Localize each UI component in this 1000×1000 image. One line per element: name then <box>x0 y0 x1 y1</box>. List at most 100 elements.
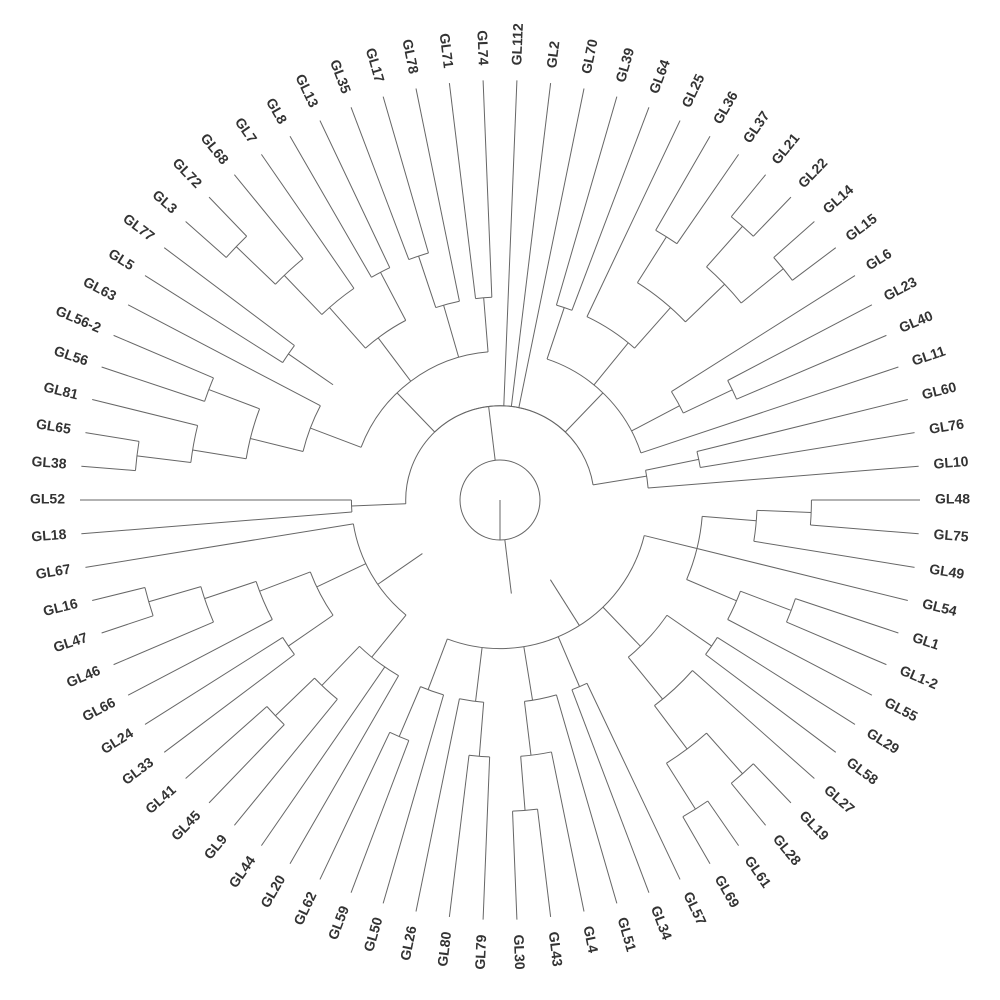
branch <box>505 540 512 594</box>
leaf-label: GL112 <box>508 23 526 66</box>
leaf-label: GL56-2 <box>54 302 104 335</box>
branch <box>283 637 295 654</box>
branch <box>275 678 314 716</box>
branch <box>740 591 791 610</box>
branch <box>484 298 488 352</box>
leaf-label: GL27 <box>821 781 858 816</box>
branch <box>378 338 411 381</box>
branch <box>383 97 428 253</box>
branch <box>372 615 406 657</box>
branch <box>416 699 459 912</box>
branch <box>702 516 756 520</box>
leaf-label: GL44 <box>225 853 258 891</box>
branch <box>205 581 256 598</box>
leaf-label: GL62 <box>290 889 320 928</box>
leaf-label: GL11 <box>910 343 948 369</box>
leaf-label: GL33 <box>119 754 157 788</box>
branch <box>551 752 584 912</box>
branch <box>683 817 710 864</box>
branch <box>731 783 765 825</box>
branch <box>383 695 443 904</box>
branch <box>288 615 333 646</box>
branch <box>556 305 571 310</box>
branch <box>261 667 384 846</box>
branch <box>646 459 699 470</box>
leaf-label: GL1-2 <box>898 662 941 692</box>
branch <box>92 399 197 425</box>
branch <box>459 699 483 702</box>
branch <box>290 136 371 277</box>
leaf-label: GL26 <box>397 924 420 962</box>
leaf-label: GL57 <box>680 889 710 928</box>
branch <box>511 83 550 406</box>
leaf-label: GL34 <box>648 903 675 942</box>
leaf-label: GL64 <box>646 57 673 96</box>
leaf-label: GL51 <box>615 915 640 953</box>
leaf-label: GL50 <box>360 915 385 953</box>
branch <box>371 268 389 278</box>
branch <box>209 390 260 409</box>
leaf-label: GL17 <box>363 46 388 84</box>
branch <box>436 301 460 307</box>
branch <box>795 599 898 633</box>
branch <box>774 257 793 280</box>
branch <box>524 695 556 702</box>
leaf-label: GL76 <box>928 415 965 436</box>
leaf-label: GL68 <box>198 130 233 167</box>
branch <box>397 393 435 432</box>
branch <box>547 359 641 453</box>
branch <box>205 378 214 401</box>
branch <box>757 510 811 512</box>
branch <box>449 83 475 299</box>
leaf-label: GL6 <box>863 245 895 273</box>
branch <box>489 406 496 460</box>
branch <box>399 687 420 737</box>
branch <box>519 88 584 407</box>
leaf-label: GL58 <box>844 754 882 788</box>
branch <box>706 637 718 654</box>
leaf-label: GL72 <box>170 155 206 191</box>
branch <box>149 587 201 602</box>
branch <box>754 541 915 567</box>
branch <box>483 80 492 297</box>
branch <box>85 433 139 442</box>
leaf-label: GL47 <box>51 629 89 655</box>
branch <box>201 587 214 622</box>
branch <box>706 654 836 752</box>
branch <box>677 154 739 243</box>
leaf-label: GL25 <box>678 71 708 110</box>
branch <box>390 732 409 740</box>
branch <box>697 399 908 451</box>
leaf-label: GL41 <box>142 781 179 816</box>
branch <box>646 470 649 488</box>
leaf-label: GL18 <box>31 526 67 545</box>
branch <box>635 308 671 349</box>
leaf-label: GL81 <box>42 378 80 402</box>
branch <box>102 616 153 633</box>
branch <box>685 284 724 322</box>
leaf-label: GL40 <box>897 307 936 336</box>
branch <box>524 701 531 755</box>
leaf-label: GL3 <box>150 187 181 217</box>
leaf-label: GL55 <box>882 694 921 725</box>
leaf-label: GL7 <box>232 114 261 146</box>
branch <box>449 755 469 917</box>
branch <box>419 256 436 307</box>
branch <box>637 283 685 322</box>
branch <box>513 811 517 919</box>
leaf-label: GL74 <box>474 30 491 66</box>
branch <box>128 305 320 406</box>
leaf-label: GL36 <box>709 88 740 127</box>
branch <box>320 121 390 268</box>
branch <box>234 699 337 825</box>
leaf-label: GL20 <box>257 872 288 911</box>
branch <box>593 476 647 485</box>
leaf-label: GL16 <box>41 595 79 619</box>
leaf-label: GL78 <box>399 38 422 76</box>
branch <box>547 308 564 359</box>
leaf-label: GL30 <box>511 934 528 970</box>
leaf-label: GL46 <box>64 662 103 691</box>
branch <box>628 615 667 657</box>
leaf-label: GL23 <box>881 273 920 304</box>
branch <box>753 197 791 236</box>
